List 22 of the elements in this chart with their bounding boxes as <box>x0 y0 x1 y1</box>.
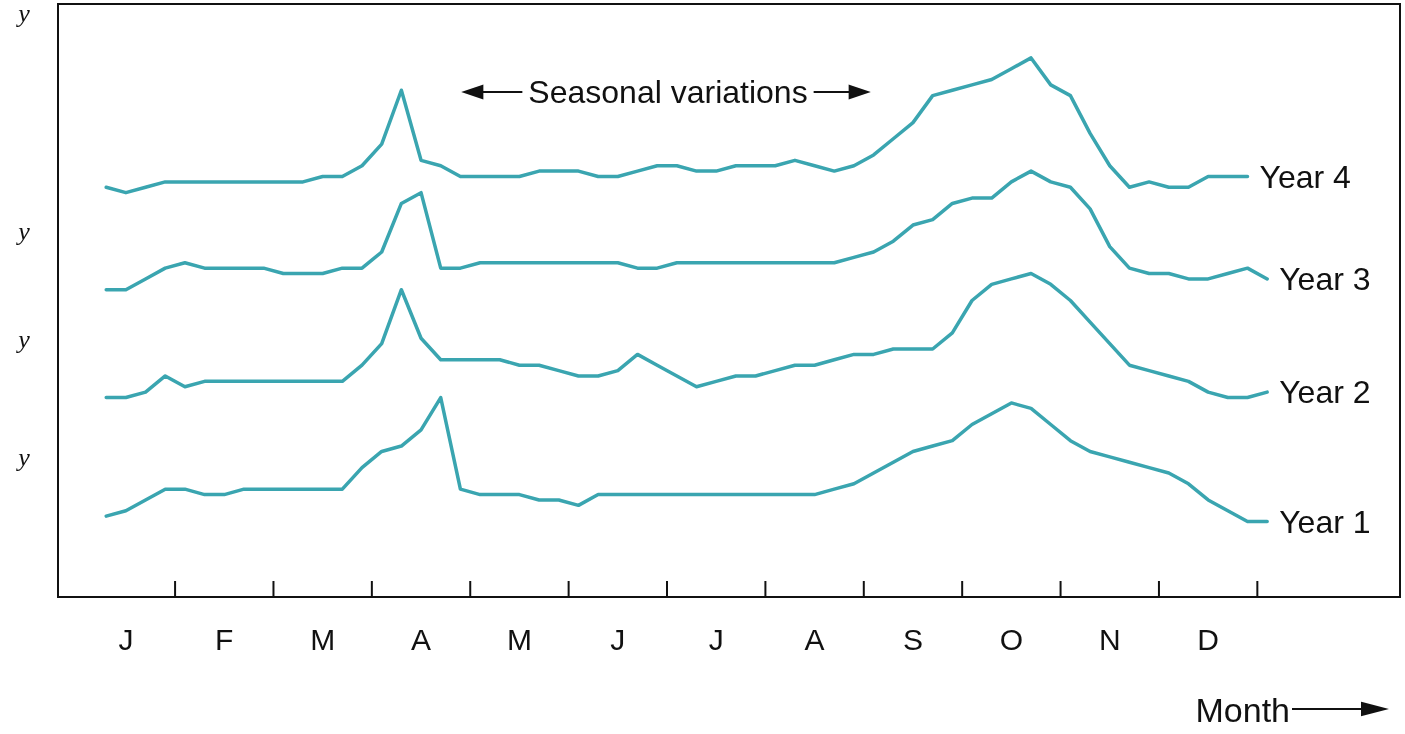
x-tick-label: J <box>708 623 724 656</box>
series-label: Year 3 <box>1279 260 1371 297</box>
series-label: Year 2 <box>1279 374 1371 411</box>
series-label: Year 1 <box>1279 503 1371 540</box>
text: y <box>15 216 31 246</box>
x-tick-label: J <box>118 623 134 656</box>
text: y <box>15 443 31 473</box>
x-tick-label: S <box>902 623 923 656</box>
text: y <box>15 0 31 28</box>
x-tick-label: J <box>610 623 626 656</box>
x-tick-label: N <box>1098 623 1121 656</box>
x-tick-label: M <box>310 623 336 656</box>
text: y <box>15 324 31 354</box>
annotation: Seasonal variations <box>528 74 808 110</box>
series-label: Year 4 <box>1259 158 1351 195</box>
x-axis-title: Month <box>1195 691 1290 729</box>
x-tick-label: A <box>804 623 825 656</box>
x-tick-label: A <box>411 623 432 656</box>
x-tick-label: O <box>999 623 1024 656</box>
x-tick-label: M <box>506 623 532 656</box>
x-tick-label: F <box>215 623 234 656</box>
x-tick-label: D <box>1197 623 1219 656</box>
